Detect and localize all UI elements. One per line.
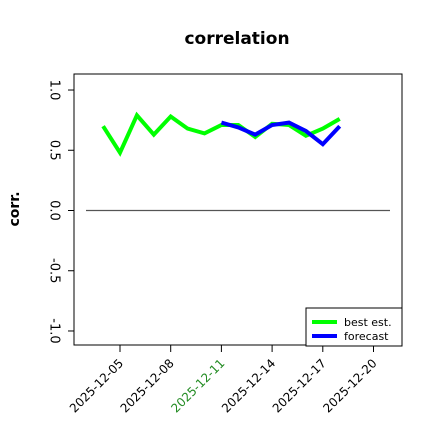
legend-label-best-est: best est.	[344, 316, 392, 329]
legend: best est. forecast	[305, 307, 403, 347]
y-tick-label: -1.0	[47, 318, 62, 343]
y-axis-label: corr.	[7, 191, 23, 226]
chart-title: correlation	[184, 29, 289, 49]
y-tick-label: 0.5	[47, 140, 62, 161]
x-axis-ticks: 2025-12-052025-12-082025-12-112025-12-14…	[67, 345, 380, 415]
series-lines	[101, 111, 342, 157]
y-tick-label: 0.0	[47, 200, 62, 221]
series-line-forecast	[220, 120, 342, 147]
x-tick-label: 2025-12-20	[320, 356, 379, 415]
y-tick-label: 1.0	[47, 80, 62, 101]
plot-frame	[73, 73, 403, 346]
legend-label-forecast: forecast	[344, 330, 389, 343]
series-line-best-est	[101, 111, 341, 157]
legend-box	[305, 307, 403, 347]
y-tick-label: -0.5	[47, 258, 62, 283]
y-axis-ticks: -1.0 -0.5 0.0 0.5 1.0	[47, 80, 74, 344]
